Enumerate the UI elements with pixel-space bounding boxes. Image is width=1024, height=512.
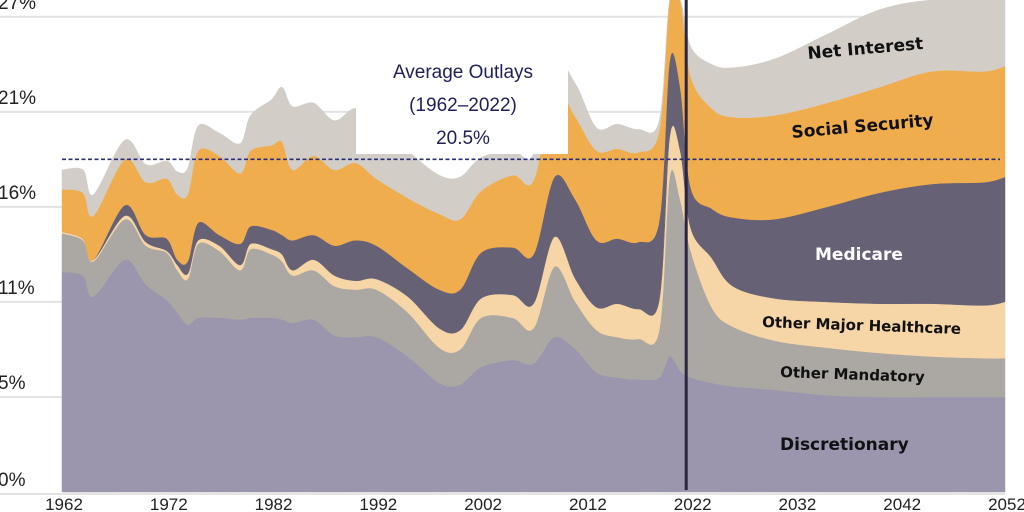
x-tick-label: 2022 [674,495,712,512]
average-annotation: Average Outlays (1962–2022) 20.5% [356,56,568,154]
x-tick-label: 2032 [779,495,817,512]
average-label-value: 20.5% [436,128,490,149]
label-medicare: Medicare [815,245,903,265]
y-axis: 0% 5% 11% 16% 21% 27% [0,0,36,491]
x-tick-label: 1972 [150,495,188,512]
area-net-interest [61,0,1006,221]
x-tick-label: 2052 [988,495,1024,512]
series-areas [61,0,1006,493]
y-tick-label: 11% [0,278,35,299]
label-other-mandatory: Other Mandatory [780,363,925,386]
y-tick-label: 5% [0,373,26,394]
x-axis: 1962 1972 1982 1992 2002 2012 2022 2032 2042 2052 [45,495,1024,512]
x-tick-label: 2002 [464,495,502,512]
average-label-line-2: (1962–2022) [409,95,517,116]
label-discretionary: Discretionary [780,435,909,455]
x-tick-label: 2042 [883,495,921,512]
x-tick-label: 1992 [359,495,397,512]
average-label-line-1: Average Outlays [393,62,533,83]
y-tick-label: 0% [0,470,26,491]
x-tick-label: 1982 [255,495,293,512]
y-tick-label: 27% [0,0,36,14]
y-tick-label: 21% [0,88,36,109]
x-tick-label: 2012 [569,495,607,512]
x-tick-label: 1962 [45,495,83,512]
annotation-background [356,56,568,154]
y-tick-label: 16% [0,183,36,204]
